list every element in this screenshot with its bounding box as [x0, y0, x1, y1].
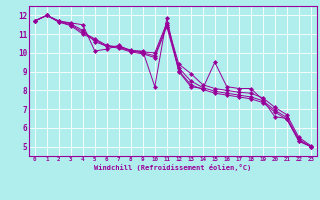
X-axis label: Windchill (Refroidissement éolien,°C): Windchill (Refroidissement éolien,°C) [94, 164, 252, 171]
